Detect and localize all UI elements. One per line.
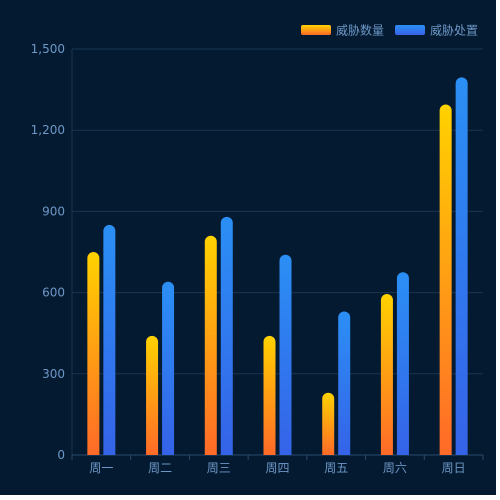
x-tick-label: 周日	[442, 461, 466, 475]
y-tick-label: 900	[42, 204, 65, 218]
legend-label: 威胁数量	[336, 23, 384, 38]
bar-threat-handled[interactable]	[279, 254, 292, 455]
x-tick-label: 周三	[207, 461, 231, 475]
y-axis: 0 300 600 900 1,200 1,500	[31, 42, 73, 462]
bar-threat-count[interactable]	[322, 392, 335, 455]
legend-swatch	[301, 25, 331, 35]
bar-threat-handled[interactable]	[103, 224, 116, 455]
bar-threat-count[interactable]	[146, 335, 159, 455]
y-tick-label: 600	[42, 286, 65, 300]
legend-item-threat-handled[interactable]: 威胁处置	[395, 23, 478, 38]
bar-threat-handled[interactable]	[162, 281, 175, 455]
grid-layer	[72, 48, 483, 456]
bar-threat-handled[interactable]	[396, 272, 409, 455]
bar-threat-count[interactable]	[439, 104, 452, 455]
bar-threat-count[interactable]	[87, 252, 100, 455]
bar-threat-count[interactable]	[380, 293, 393, 455]
x-tick-label: 周六	[383, 461, 407, 475]
x-tick-label: 周二	[148, 461, 172, 475]
bar-threat-handled[interactable]	[220, 216, 233, 455]
y-tick-label: 300	[42, 367, 65, 381]
legend-swatch	[395, 25, 425, 35]
legend[interactable]: 威胁数量 威胁处置	[301, 23, 478, 38]
x-tick-label: 周五	[324, 461, 348, 475]
legend-label: 威胁处置	[430, 23, 478, 38]
bar-threat-count[interactable]	[263, 335, 276, 455]
x-axis: 周一 周二 周三 周四 周五 周六 周日	[71, 454, 484, 475]
bar-threat-count[interactable]	[204, 235, 217, 455]
bars	[87, 77, 468, 456]
y-tick-label: 1,200	[31, 123, 65, 137]
y-tick-label: 1,500	[31, 42, 65, 56]
bar-threat-handled[interactable]	[338, 311, 351, 455]
y-tick-label: 0	[57, 448, 65, 462]
x-tick-label: 周一	[89, 461, 113, 475]
bar-threat-handled[interactable]	[455, 77, 468, 456]
legend-item-threat-count[interactable]: 威胁数量	[301, 23, 384, 38]
x-tick-label: 周四	[265, 461, 289, 475]
